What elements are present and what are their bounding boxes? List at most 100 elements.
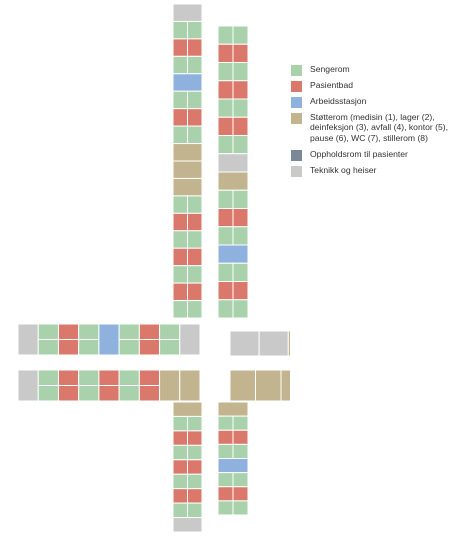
north-left-room-8 — [172, 143, 203, 162]
west-bottom-room-7 — [159, 369, 181, 402]
west-bottom-room-1-a — [37, 369, 59, 386]
south-right-room-6-a — [217, 486, 234, 502]
legend-label-stotterom: Støtterom (medisin (1), lager (2), deinf… — [310, 112, 449, 143]
west-bottom-room-6-a — [138, 369, 161, 386]
legend-swatch-oppholdsrom — [291, 149, 302, 161]
north-left-room-17-a — [172, 300, 188, 319]
south-left-room-5-b — [187, 473, 203, 490]
south-right-room-7-b — [232, 500, 249, 516]
north-right-room-2-b — [232, 62, 249, 82]
west-bottom-room-0 — [17, 369, 39, 402]
south-left-room-7-b — [187, 502, 203, 519]
north-right-room-1-a — [217, 43, 234, 63]
legend-swatch-teknikk — [291, 165, 302, 177]
east-bottom-room-2 — [280, 369, 290, 402]
north-left-room-15-a — [172, 265, 188, 284]
north-left-room-10 — [172, 177, 203, 197]
north-right-room-3-b — [232, 80, 249, 100]
south-right-room-2-b — [232, 429, 249, 445]
west-top-room-6-a — [138, 323, 161, 340]
west-top-room-4 — [98, 323, 120, 356]
south-right-room-1-b — [232, 415, 249, 431]
legend-item-arbeidsstasjon: Arbeidsstasjon — [291, 96, 456, 108]
east-bottom-room-1 — [255, 369, 282, 402]
legend-item-stotterom: Støtterom (medisin (1), lager (2), deinf… — [291, 112, 456, 143]
west-bottom-room-3-a — [78, 369, 100, 386]
north-left-room-2-b — [187, 38, 203, 57]
south-left-room-1-a — [172, 415, 188, 432]
north-right-room-12 — [217, 244, 249, 264]
north-left-room-1-b — [187, 20, 203, 40]
legend-label-oppholdsrom: Oppholdsrom til pasienter — [310, 148, 408, 159]
east-top-room-0 — [229, 330, 260, 357]
north-left-room-6-b — [187, 108, 203, 127]
east-top-room-2 — [287, 330, 290, 357]
north-right-room-11-a — [217, 226, 234, 246]
south-left-room-6-a — [172, 488, 188, 504]
west-bottom-room-1-b — [37, 385, 59, 402]
south-right-room-5-b — [232, 472, 249, 488]
south-left-room-2-a — [172, 430, 188, 446]
north-right-room-0-b — [232, 25, 249, 45]
north-right-room-6-b — [232, 135, 249, 155]
west-top-room-0 — [17, 323, 39, 356]
north-right-room-14-b — [232, 281, 249, 301]
west-top-room-1-b — [37, 339, 59, 356]
south-left-room-7-a — [172, 502, 188, 519]
south-right-room-5-a — [217, 472, 234, 488]
south-left-room-6-b — [187, 488, 203, 504]
west-top-room-1-a — [37, 323, 59, 340]
west-top-room-5-b — [118, 339, 140, 356]
legend-label-sengerom: Sengerom — [310, 64, 350, 74]
legend-item-sengerom: Sengerom — [291, 64, 456, 76]
north-left-room-5-a — [172, 90, 188, 110]
legend-label-teknikk: Teknikk og heiser — [310, 164, 377, 175]
south-left-room-0 — [172, 401, 203, 417]
south-left-room-5-a — [172, 473, 188, 490]
north-right-room-2-a — [217, 62, 234, 82]
west-top-room-5-a — [118, 323, 140, 340]
west-bottom-room-5-b — [118, 385, 140, 402]
north-left-room-12-b — [187, 212, 203, 232]
north-left-room-16-a — [172, 282, 188, 302]
west-bottom-room-8 — [179, 369, 201, 402]
south-left-room-8 — [172, 517, 203, 533]
west-bottom-room-3-b — [78, 385, 100, 402]
north-left-room-14-a — [172, 247, 188, 267]
north-right-room-7 — [217, 153, 249, 173]
south-right-room-0 — [217, 401, 249, 417]
west-bottom-room-4-b — [98, 385, 120, 402]
legend-label-arbeidsstasjon: Arbeidsstasjon — [310, 96, 367, 106]
west-bottom-room-4-a — [98, 369, 120, 386]
north-left-room-7-b — [187, 125, 203, 145]
north-right-room-0-a — [217, 25, 234, 45]
west-top-room-7-b — [159, 339, 181, 356]
north-right-room-4-a — [217, 98, 234, 118]
north-left-room-16-b — [187, 282, 203, 302]
south-right-room-7-a — [217, 500, 234, 516]
north-right-room-9-a — [217, 189, 234, 209]
north-right-room-14-a — [217, 281, 234, 301]
north-right-room-13-a — [217, 262, 234, 282]
north-left-room-1-a — [172, 20, 188, 40]
south-left-room-1-b — [187, 415, 203, 432]
north-right-room-3-a — [217, 80, 234, 100]
north-right-room-4-b — [232, 98, 249, 118]
south-left-room-4-b — [187, 459, 203, 475]
north-left-room-15-b — [187, 265, 203, 284]
south-left-room-4-a — [172, 459, 188, 475]
north-right-room-5-b — [232, 116, 249, 136]
south-right-room-1-a — [217, 415, 234, 431]
north-left-room-13-b — [187, 230, 203, 249]
south-right-room-4 — [217, 458, 249, 474]
north-left-room-9 — [172, 160, 203, 179]
west-bottom-room-6-b — [138, 385, 161, 402]
south-right-room-2-a — [217, 429, 234, 445]
north-right-room-1-b — [232, 43, 249, 63]
legend-item-teknikk: Teknikk og heiser — [291, 164, 456, 177]
north-right-room-6-a — [217, 135, 234, 155]
legend-swatch-stotterom — [291, 113, 302, 124]
west-top-room-3-a — [78, 323, 100, 340]
west-bottom-room-5-a — [118, 369, 140, 386]
north-left-room-3-a — [172, 55, 188, 75]
